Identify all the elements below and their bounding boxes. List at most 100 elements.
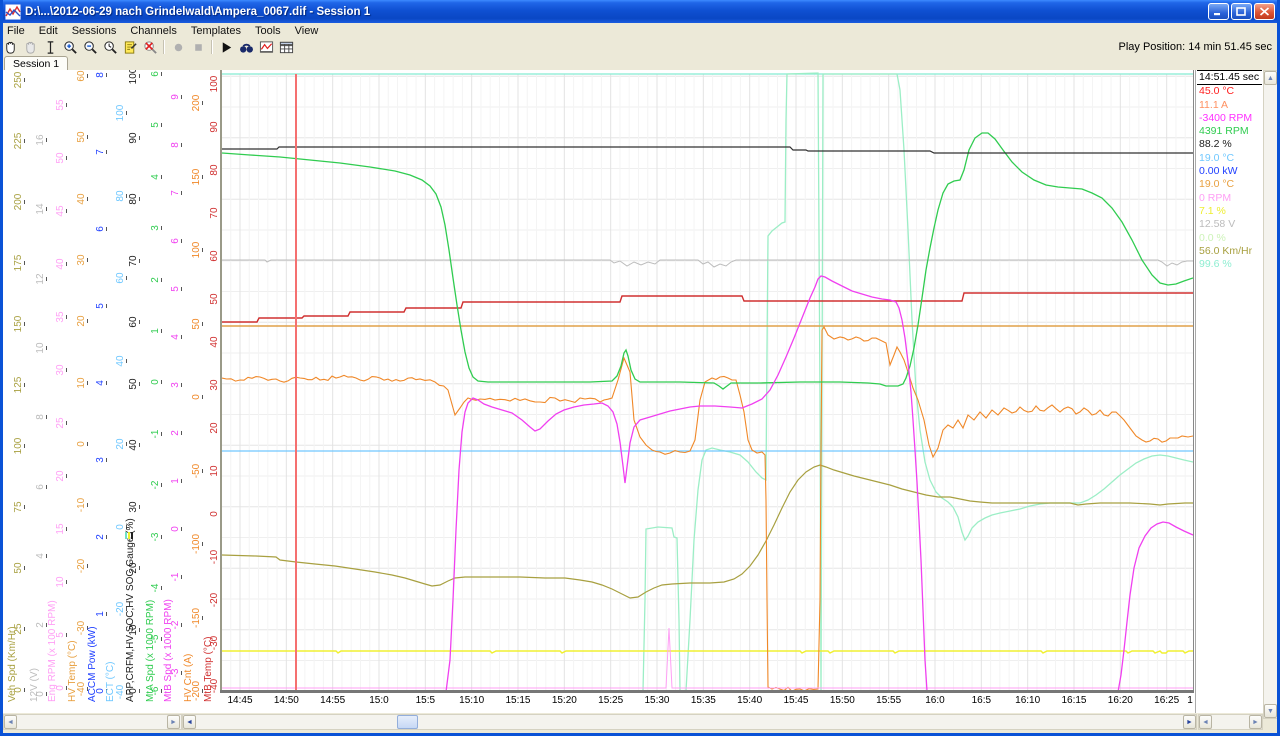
axis-tick-mark <box>139 74 140 78</box>
axis-tick-label: 200 <box>192 95 202 112</box>
axis-tick-label: 1 <box>96 611 106 617</box>
menu-templates[interactable]: Templates <box>184 23 248 38</box>
axis-tick-label: 30 <box>129 501 139 512</box>
x-tick-label: 1 <box>1187 695 1193 706</box>
maximize-button[interactable] <box>1231 3 1252 20</box>
axis-tick-mark <box>161 278 162 282</box>
x-tick-label: 14:55 <box>320 695 345 706</box>
axis-tick-label: 5 <box>171 286 181 292</box>
menu-channels[interactable]: Channels <box>123 23 183 38</box>
pan-hand-icon <box>3 40 18 55</box>
zoom-out-button[interactable] <box>80 39 100 56</box>
zoom-in-button[interactable] <box>60 39 80 56</box>
main-hscrollbar-thumb[interactable] <box>397 715 418 729</box>
menu-tools[interactable]: Tools <box>248 23 288 38</box>
zoom-in-icon <box>63 40 78 55</box>
axis-tick-label: -20 <box>210 593 220 607</box>
axis-tick-label: 10 <box>56 576 66 587</box>
zoom-time-icon <box>103 40 118 55</box>
series-veh-spd <box>222 465 1193 598</box>
axis-tick-mark <box>46 554 47 558</box>
main-scroll-right-icon[interactable]: ► <box>1183 715 1196 729</box>
axis-tick-label: 0 <box>151 380 161 386</box>
left-axis-panel[interactable]: 2502252001751501251007550250Veh Spd (Km/… <box>3 70 220 713</box>
record-button[interactable] <box>168 39 188 56</box>
stop-button[interactable] <box>188 39 208 56</box>
axis-tick-mark <box>106 381 107 385</box>
axis-tick-label: -1 <box>171 573 181 582</box>
axis-tick-mark <box>202 175 203 179</box>
axis-tick-mark <box>202 616 203 620</box>
legend-scroll-down-icon[interactable]: ▼ <box>1264 704 1277 718</box>
axis-name-5: ACCM Pow (kW) <box>88 626 98 702</box>
x-tick-label: 15:10 <box>459 695 484 706</box>
main-hscrollbar[interactable] <box>182 714 1197 730</box>
legend-scroll-left-icon[interactable]: ◄ <box>1199 715 1212 729</box>
axis-tick-mark <box>24 200 25 204</box>
axis-tick-label: 40 <box>116 356 126 367</box>
axis-tick-label: 25 <box>56 417 66 428</box>
x-tick-label: 15:55 <box>876 695 901 706</box>
drag-hand-disabled-button[interactable] <box>20 39 40 56</box>
x-tick-label: 15:5 <box>416 695 435 706</box>
chart-plot-area[interactable] <box>222 70 1193 693</box>
x-tick-label: 16:20 <box>1108 695 1133 706</box>
maximize-icon <box>1236 7 1247 16</box>
find-binoculars-button[interactable] <box>236 39 256 56</box>
legend-value: 88.2 % <box>1197 138 1262 151</box>
axis-tick-label: 3 <box>171 382 181 388</box>
legend-vscrollbar[interactable] <box>1263 70 1278 719</box>
axis-tick-mark <box>106 73 107 77</box>
minimize-icon <box>1213 7 1224 16</box>
axis-tick-label: 175 <box>14 255 24 272</box>
legend-scroll-right-icon[interactable]: ► <box>1249 715 1262 729</box>
tab-strip: Session 1 <box>0 56 1280 71</box>
axis-tick-label: 80 <box>116 190 126 201</box>
axis-tick-mark <box>161 586 162 590</box>
tab-session-1[interactable]: Session 1 <box>4 56 68 71</box>
main-scroll-left-icon[interactable]: ◄ <box>183 715 196 729</box>
menu-edit[interactable]: Edit <box>32 23 65 38</box>
axis-tick-label: 2 <box>36 622 46 628</box>
axis-tick-label: 100 <box>116 105 126 122</box>
legend-value: 7.1 % <box>1197 205 1262 218</box>
pan-hand-button[interactable] <box>0 39 20 56</box>
axis-tick-label: 150 <box>192 168 202 185</box>
legend-scroll-up-icon[interactable]: ▲ <box>1264 71 1277 85</box>
axis-tick-label: 4 <box>171 334 181 340</box>
overlay-chart-button[interactable] <box>256 39 276 56</box>
close-button[interactable] <box>1254 3 1275 20</box>
title-bar: D:\...\2012-06-29 nach Grindelwald\Amper… <box>0 0 1280 23</box>
left-panel-scroll-left-icon[interactable]: ◄ <box>4 715 17 729</box>
toolbar: Play Position: 14 min 51.45 sec <box>0 38 1280 57</box>
menu-file[interactable]: File <box>0 23 32 38</box>
ibeam-cursor-button[interactable] <box>40 39 60 56</box>
axis-tick-label: -4 <box>151 584 161 593</box>
axis-tick-label: -10 <box>77 498 87 512</box>
menu-view[interactable]: View <box>288 23 326 38</box>
axis-tick-label: -30 <box>77 620 87 634</box>
plot-x-axis-line <box>220 690 1194 693</box>
axis-tick-label: 0 <box>77 441 87 447</box>
left-panel-hscrollbar[interactable] <box>3 714 182 730</box>
play-button[interactable] <box>216 39 236 56</box>
axis-tick-mark <box>161 123 162 127</box>
zoom-time-button[interactable] <box>100 39 120 56</box>
menu-sessions[interactable]: Sessions <box>65 23 124 38</box>
axis-tick-label: 2 <box>171 430 181 436</box>
minimize-button[interactable] <box>1208 3 1229 20</box>
axis-tick-label: 1 <box>171 478 181 484</box>
annotate-note-button[interactable] <box>120 39 140 56</box>
left-panel-scroll-right-icon[interactable]: ► <box>167 715 180 729</box>
axis-tick-label: 1 <box>151 328 161 334</box>
axis-tick-label: 50 <box>14 562 24 573</box>
axis-tick-label: 30 <box>77 254 87 265</box>
zoom-reset-button[interactable] <box>140 39 160 56</box>
axis-tick-mark <box>87 258 88 262</box>
axis-tick-label: 90 <box>210 121 220 132</box>
data-grid-button[interactable] <box>276 39 296 56</box>
x-tick-label: 16:5 <box>972 695 991 706</box>
axis-tick-mark <box>161 637 162 641</box>
axis-tick-mark <box>181 575 182 579</box>
axis-tick-mark <box>24 78 25 82</box>
